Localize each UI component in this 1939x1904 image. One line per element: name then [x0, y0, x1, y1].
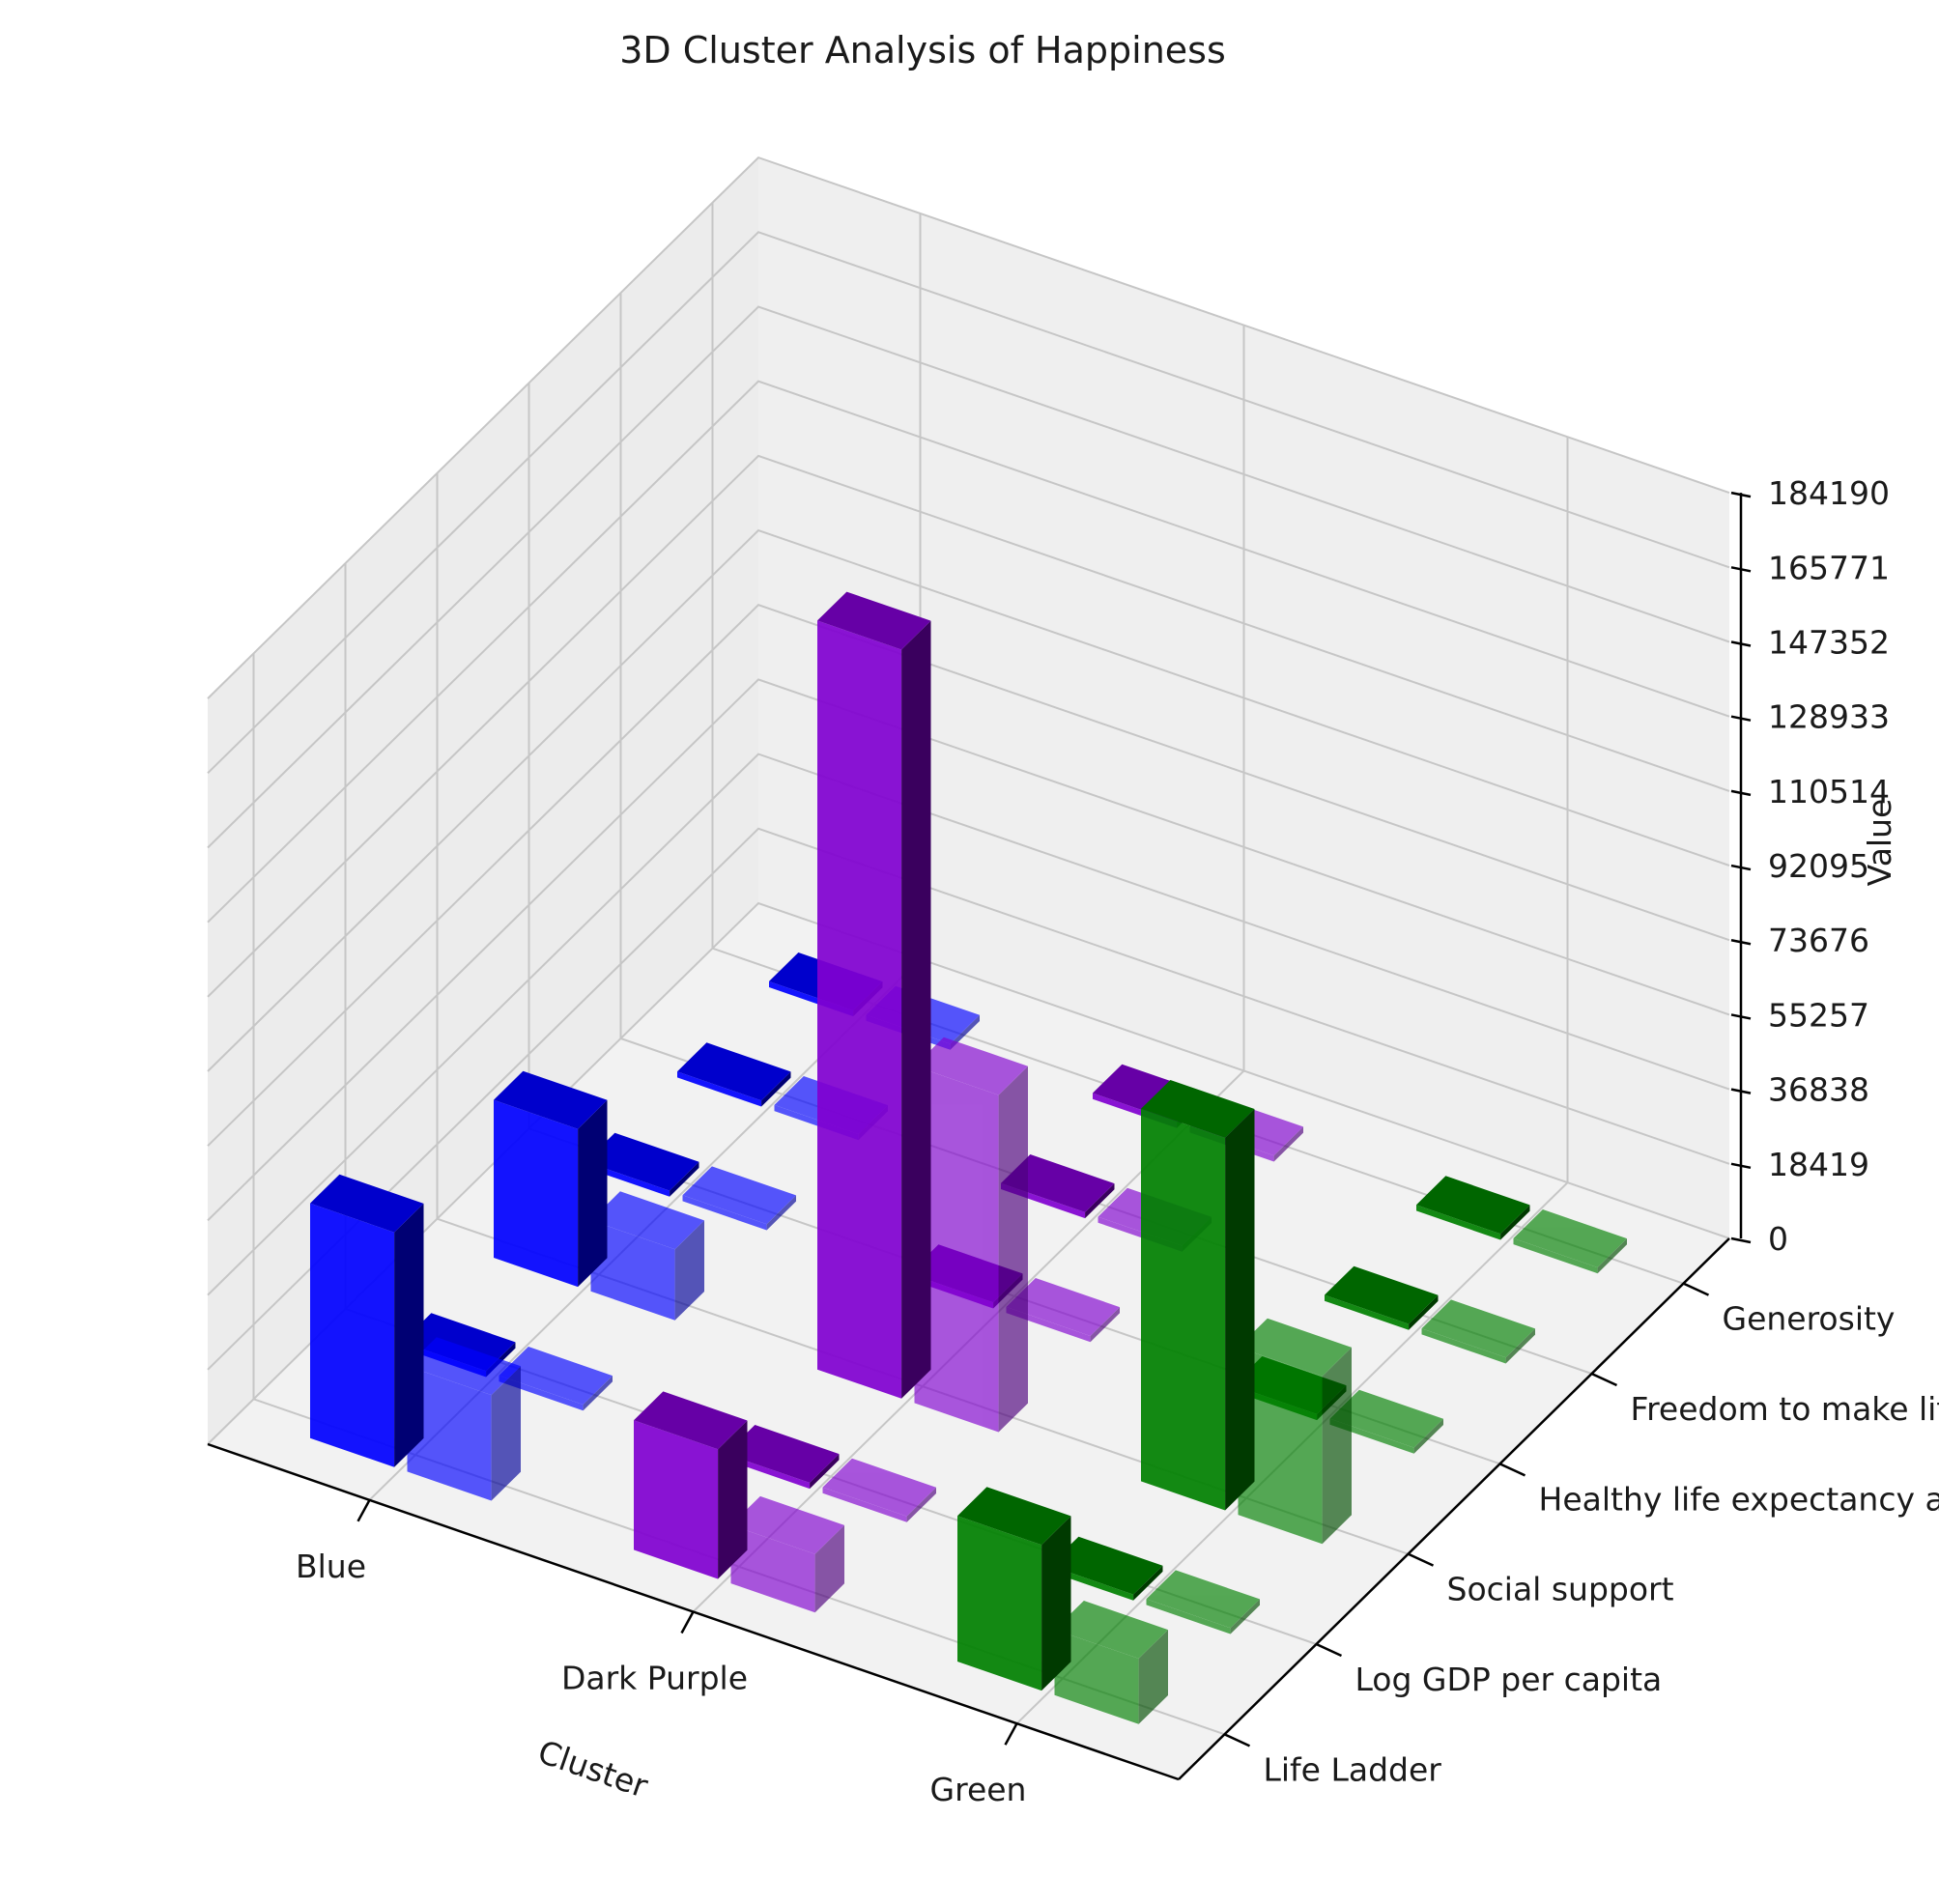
x-tick: [1004, 1722, 1018, 1746]
z-tick: [1730, 1088, 1752, 1094]
z-tick-label: 110514: [1768, 773, 1890, 810]
y-tick-label: Log GDP per capita: [1355, 1661, 1663, 1698]
y-gridline: [436, 472, 1409, 1555]
z-tick-label: 55257: [1768, 996, 1869, 1034]
bar: [310, 1174, 521, 1501]
chart-labels: Blue Dark Purple Green Life Ladder Log GDP p…: [296, 474, 1939, 1808]
z-tick: [1730, 640, 1752, 647]
z-tick: [1730, 864, 1752, 871]
bar: [1416, 1176, 1627, 1274]
z-tick-label: 128933: [1768, 698, 1890, 736]
z-tick: [1730, 1013, 1752, 1020]
x-gridline: [1015, 437, 1569, 1724]
z-tick-label: 0: [1768, 1220, 1788, 1258]
bar: [1141, 1080, 1352, 1545]
z-gridline: [207, 380, 1730, 924]
z-gridline: [207, 753, 1730, 1296]
chart-title: 3D Cluster Analysis of Happiness: [619, 29, 1226, 71]
z-tick: [1730, 491, 1752, 498]
x-tick: [680, 1610, 695, 1634]
y-tick: [1498, 1463, 1526, 1477]
bar: [585, 1132, 796, 1231]
bar: [494, 1070, 704, 1321]
y-tick-label: Freedom to make life choices: [1631, 1390, 1939, 1428]
bar: [1325, 1265, 1535, 1364]
z-tick: [1730, 566, 1752, 573]
x-axis-label: Cluster: [533, 1733, 653, 1805]
z-gridline: [207, 678, 1730, 1222]
y-tick: [1682, 1282, 1710, 1296]
z-tick-label: 36838: [1768, 1071, 1869, 1109]
y-gridline: [252, 653, 1225, 1736]
bar: [634, 1391, 844, 1613]
z-gridline: [207, 528, 1730, 1072]
z-tick-label: 18419: [1768, 1146, 1869, 1183]
z-gridline: [207, 156, 1730, 699]
z-tick: [1730, 789, 1752, 797]
z-gridline: [207, 231, 1730, 775]
x-tick-label: Green: [930, 1771, 1027, 1808]
y-tick: [1315, 1642, 1343, 1658]
z-gridline: [207, 305, 1730, 849]
y-axis-line: [1178, 1237, 1730, 1780]
y-gridline: [711, 202, 1684, 1285]
y-gridline: [619, 293, 1592, 1375]
z-tick-label: 73676: [1768, 922, 1869, 959]
x-tick-label: Blue: [296, 1548, 366, 1585]
y-tick: [1590, 1372, 1618, 1387]
z-tick: [1730, 1162, 1752, 1170]
z-tick: [1730, 1236, 1752, 1244]
chart-bars: [310, 591, 1627, 1724]
z-tick-label: 165771: [1768, 549, 1890, 586]
z-axis-label: Value: [1861, 799, 1898, 887]
z-tick: [1730, 715, 1752, 722]
x-tick-label: Dark Purple: [561, 1660, 748, 1697]
y-tick-label: Social support: [1447, 1571, 1674, 1608]
z-gridline: [207, 827, 1730, 1371]
y-tick-label: Generosity: [1723, 1300, 1896, 1338]
chart-axes: [207, 491, 1752, 1781]
y-tick-label: Healthy life expectancy at birth: [1539, 1480, 1939, 1518]
x-gridline: [692, 325, 1245, 1613]
y-tick: [1407, 1552, 1435, 1567]
x-tick: [356, 1499, 371, 1522]
z-tick-label: 147352: [1768, 623, 1890, 661]
z-tick: [1730, 939, 1752, 946]
y-tick: [1223, 1733, 1251, 1748]
z-gridline: [207, 454, 1730, 998]
z-gridline: [207, 604, 1730, 1147]
z-tick-label: 92095: [1768, 847, 1869, 885]
bar: [817, 591, 1028, 1433]
bar: [1049, 1536, 1260, 1634]
z-tick-label: 184190: [1768, 474, 1890, 512]
bar: [957, 1487, 1168, 1724]
y-tick-label: Life Ladder: [1264, 1750, 1442, 1788]
